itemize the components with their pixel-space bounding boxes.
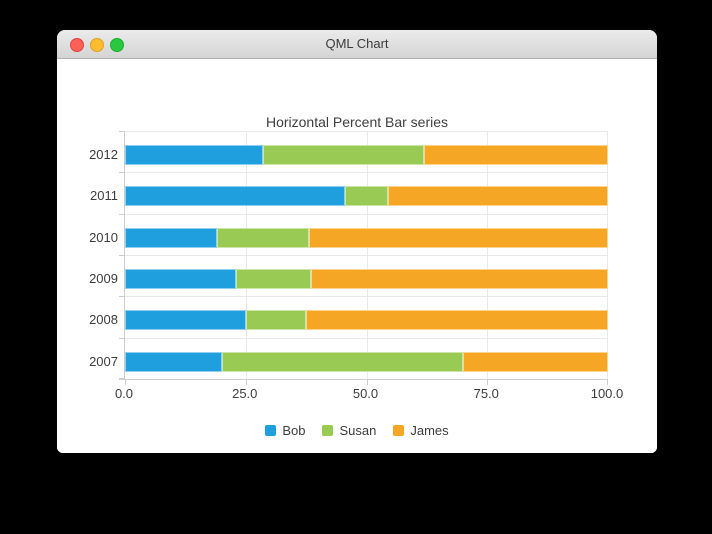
x-axis-tick-label: 75.0 (473, 386, 499, 401)
bar-segment-bob (125, 186, 345, 207)
bar-segment-james (423, 145, 608, 165)
y-axis-tick (119, 378, 124, 379)
x-axis-tick (607, 380, 608, 385)
category-label: 2007 (89, 353, 118, 369)
x-axis-tick (245, 380, 247, 385)
qml-chart-window: QML Chart Horizontal Percent Bar series … (57, 30, 657, 453)
category-label: 2012 (89, 147, 118, 162)
y-axis-tick (119, 131, 124, 132)
x-axis-tick (487, 380, 489, 385)
legend-label: Bob (282, 422, 306, 438)
y-axis-tick (119, 255, 124, 256)
legend-item-james: James (393, 422, 449, 438)
legend-label: Susan (339, 422, 377, 438)
window-title: QML Chart (325, 36, 389, 51)
gridline-horizontal (125, 255, 608, 256)
x-axis-tick (366, 380, 368, 385)
y-axis-tick (119, 337, 124, 339)
bar-segment-susan (236, 269, 311, 289)
bar-segment-susan (221, 351, 464, 372)
plot-area: 2012 2011 2010 2009 2008 2007 (89, 131, 608, 385)
legend-marker-icon (265, 424, 277, 436)
gridline-horizontal (125, 213, 608, 215)
category-label: 2010 (89, 229, 118, 245)
gridline-horizontal (125, 296, 608, 298)
legend-label: James (410, 422, 449, 438)
y-axis-tick (119, 213, 124, 215)
bar-segment-bob (125, 269, 237, 289)
bar-segment-susan (263, 145, 424, 165)
legend-item-bob: Bob (265, 423, 305, 438)
chart-title: Horizontal Percent Bar series (265, 114, 449, 130)
bar-segment-bob (125, 227, 217, 248)
bar-segment-james (306, 310, 608, 331)
x-axis-tick-label: 100.0 (590, 386, 624, 401)
bar-row (125, 269, 608, 289)
bar-segment-bob (125, 310, 246, 331)
close-button[interactable] (70, 38, 84, 52)
legend-item-susan: Susan (322, 423, 376, 438)
x-axis-tick-label: 0.0 (114, 386, 134, 401)
bar-segment-susan (217, 227, 309, 248)
bar-segment-james (309, 227, 608, 248)
bar-segment-susan (245, 310, 307, 331)
chart-view: Horizontal Percent Bar series 2012 2011 20… (57, 59, 657, 453)
x-axis-tick-label: 25.0 (232, 386, 258, 401)
bar-segment-james (388, 186, 608, 207)
category-label: 2009 (89, 271, 118, 286)
minimize-button[interactable] (90, 38, 104, 52)
bar-segment-james (310, 269, 608, 289)
chart-legend: Bob Susan James (57, 422, 657, 438)
x-axis-tick (125, 380, 126, 385)
legend-marker-icon (393, 424, 405, 436)
category-label: 2011 (90, 188, 118, 204)
bar-segment-bob (125, 351, 222, 372)
window-titlebar[interactable]: QML Chart (57, 30, 657, 59)
category-label: 2008 (89, 312, 118, 328)
bar-segment-bob (125, 145, 263, 165)
y-axis-tick (119, 172, 124, 174)
bar-row (125, 145, 608, 165)
bar-row (125, 186, 608, 207)
gridline-horizontal (125, 337, 608, 339)
gridline-horizontal (125, 131, 608, 132)
bar-row (125, 310, 608, 331)
legend-marker-icon (322, 424, 334, 436)
x-axis-tick-label: 50.0 (352, 386, 379, 401)
zoom-button[interactable] (110, 38, 124, 52)
bar-segment-james (463, 351, 608, 372)
x-axis-line (119, 379, 608, 380)
bar-row (125, 227, 608, 248)
bar-segment-susan (344, 186, 389, 207)
bar-row (125, 351, 608, 372)
y-axis-tick (119, 296, 124, 298)
gridline-horizontal (125, 172, 608, 174)
